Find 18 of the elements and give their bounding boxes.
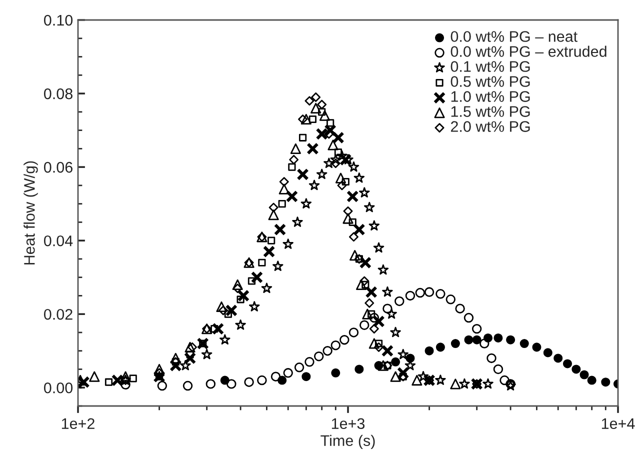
y-tick-label: 0.08 bbox=[44, 88, 72, 100]
x-tick-label: 1e+3 bbox=[332, 418, 365, 430]
x-tick-label: 1e+4 bbox=[602, 418, 635, 430]
legend-label: 0.0 wt% PG – extruded bbox=[450, 46, 606, 57]
legend-label: 1.0 wt% PG bbox=[451, 91, 530, 102]
y-tick-label: 0.02 bbox=[44, 308, 72, 320]
legend-label: 1.5 wt% PG bbox=[451, 106, 530, 117]
legend-label: 2.0 wt% PG bbox=[450, 121, 530, 132]
y-tick-label: 0.10 bbox=[44, 14, 73, 26]
legend-label: 0.5 wt% PG bbox=[450, 76, 530, 87]
legend-label: 0.1 wt% PG bbox=[450, 61, 530, 72]
legend-label: 0.0 wt% PG – neat bbox=[450, 31, 578, 42]
y-tick-label: 0.00 bbox=[44, 382, 73, 394]
x-axis-title: Time (s) bbox=[320, 434, 375, 450]
x-tick-label: 1e+2 bbox=[62, 418, 94, 430]
y-tick-label: 0.04 bbox=[44, 235, 73, 246]
y-axis-title: Heat flow (W/g) bbox=[24, 161, 38, 264]
y-tick-label: 0.06 bbox=[44, 162, 72, 173]
